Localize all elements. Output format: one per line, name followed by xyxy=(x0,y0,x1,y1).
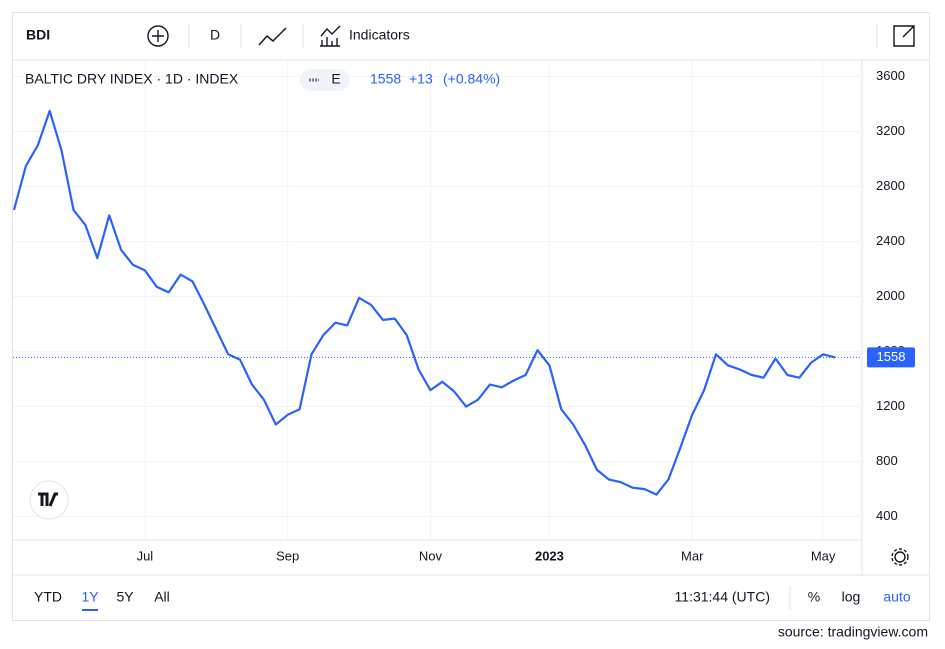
range-button[interactable]: 5Y xyxy=(116,589,134,605)
indicators-button[interactable]: Indicators xyxy=(349,27,410,43)
y-tick-label: 2000 xyxy=(876,288,905,303)
last-price-tag xyxy=(867,347,915,368)
x-tick-label: May xyxy=(811,548,836,563)
price-line xyxy=(12,109,836,496)
x-tick-label: Jul xyxy=(137,548,154,563)
x-tick-label: Nov xyxy=(419,548,443,563)
x-tick-label: Sep xyxy=(276,548,299,563)
y-tick-label: 3200 xyxy=(876,123,905,138)
y-tick-label: 800 xyxy=(876,453,898,468)
x-tick-label: 2023 xyxy=(535,548,564,563)
chart-title: BALTIC DRY INDEX · 1D · INDEX xyxy=(25,71,239,87)
range-button[interactable]: All xyxy=(154,589,170,605)
add-symbol-button[interactable] xyxy=(147,25,169,47)
indicators-icon[interactable] xyxy=(320,25,341,47)
range-button[interactable]: YTD xyxy=(34,589,62,605)
source: source: tradingview.com xyxy=(778,624,928,640)
scale-option[interactable]: auto xyxy=(883,589,910,605)
last-price-label: 1558 xyxy=(877,349,906,364)
y-tick-label: 1200 xyxy=(876,398,905,413)
badge-bg xyxy=(300,69,350,91)
badge: E xyxy=(331,71,340,87)
x-tick-label: Mar xyxy=(681,548,704,563)
fullscreen-button[interactable] xyxy=(893,25,915,47)
clock: 11:31:44 (UTC) xyxy=(675,589,770,605)
change: +13 xyxy=(409,71,433,87)
frame xyxy=(12,12,930,621)
settings-icon[interactable] xyxy=(891,548,909,566)
scale-options: % log auto xyxy=(808,589,911,605)
y-tick-label: 400 xyxy=(876,508,898,523)
change-pct: (+0.84%) xyxy=(443,71,500,87)
range-bar: YTD 1Y 5Y All xyxy=(34,589,170,611)
logo xyxy=(38,492,58,507)
grid xyxy=(13,60,862,540)
last-price: 1558 xyxy=(370,71,401,87)
scale-option[interactable]: log xyxy=(842,589,861,605)
y-tick-label: 2400 xyxy=(876,233,905,248)
logo-bg xyxy=(29,480,69,520)
range-button[interactable]: 1Y xyxy=(81,589,99,605)
y-tick-label: 2800 xyxy=(876,178,905,193)
chart-style-button[interactable] xyxy=(258,27,287,46)
scale-option[interactable]: % xyxy=(808,589,820,605)
y-tick-label: 3600 xyxy=(876,68,905,83)
interval-button[interactable]: D xyxy=(210,27,220,43)
symbol[interactable]: BDI xyxy=(26,27,50,43)
